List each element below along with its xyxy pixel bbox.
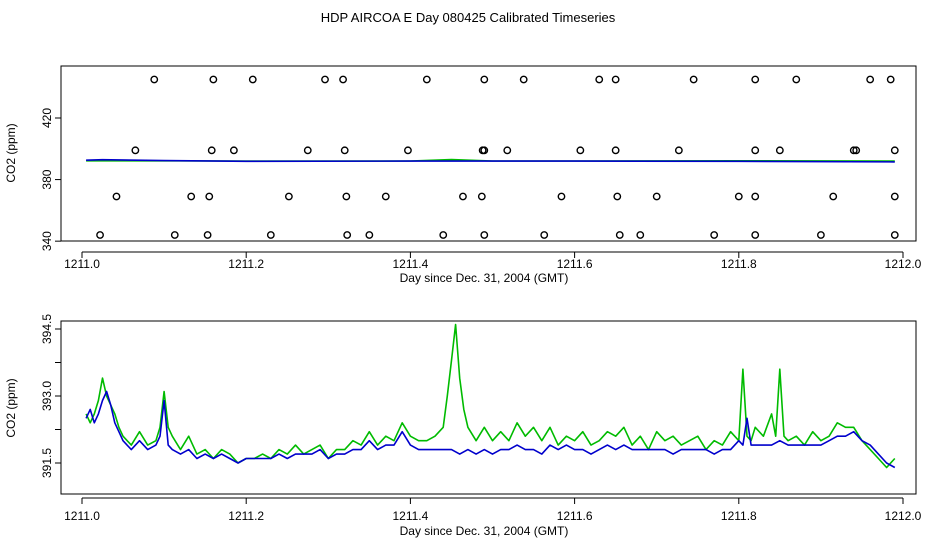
co2-data-point bbox=[343, 231, 352, 239]
co2-data-point bbox=[339, 75, 347, 84]
bottom-y-tick-label: 393.0 bbox=[40, 381, 54, 411]
bottom-x-axis: 1211.0 1211.2 1211.4 1211.6 1211.8 1212.0 bbox=[64, 497, 922, 523]
co2-data-point bbox=[817, 231, 825, 239]
top-series-blue-line bbox=[86, 158, 895, 163]
co2-data-point bbox=[689, 75, 698, 84]
top-markers bbox=[96, 75, 899, 239]
co2-data-point bbox=[365, 231, 374, 239]
co2-data-point bbox=[734, 192, 743, 201]
co2-data-point bbox=[477, 192, 486, 201]
co2-data-point bbox=[595, 75, 604, 84]
co2-data-point bbox=[150, 75, 159, 84]
co2-data-point bbox=[96, 231, 104, 239]
co2-data-point bbox=[751, 146, 760, 155]
top-x-tick-label: 1211.8 bbox=[721, 257, 757, 271]
co2-data-point bbox=[890, 192, 899, 201]
co2-data-point bbox=[613, 192, 622, 201]
bottom-x-axis-label: Day since Dec. 31, 2004 (GMT) bbox=[400, 524, 569, 538]
co2-data-point bbox=[303, 146, 312, 155]
co2-data-point bbox=[404, 146, 412, 155]
co2-data-point bbox=[674, 146, 683, 155]
co2-data-point bbox=[342, 192, 351, 201]
co2-data-point bbox=[751, 192, 760, 201]
co2-data-point bbox=[266, 231, 275, 239]
top-x-tick-label: 1211.2 bbox=[228, 257, 264, 271]
top-chart: 1211.0 1211.2 1211.4 1211.6 1211.8 1212.0 340… bbox=[4, 65, 922, 285]
bottom-series bbox=[85, 323, 896, 469]
top-x-tick-label: 1212.0 bbox=[885, 257, 922, 271]
top-series bbox=[86, 158, 895, 163]
top-y-tick-label: 340 bbox=[40, 231, 54, 251]
co2-data-point bbox=[576, 146, 585, 155]
co2-data-point bbox=[131, 146, 140, 155]
top-x-axis: 1211.0 1211.2 1211.4 1211.6 1211.8 1212.0 bbox=[64, 251, 922, 271]
co2-data-point bbox=[248, 75, 257, 84]
co2-data-point bbox=[422, 75, 431, 84]
co2-data-point bbox=[480, 231, 489, 239]
bottom-x-tick-label: 1211.6 bbox=[557, 509, 593, 523]
bottom-x-tick-label: 1212.0 bbox=[885, 509, 922, 523]
top-x-tick-label: 1211.4 bbox=[392, 257, 428, 271]
co2-data-point bbox=[170, 231, 179, 239]
bottom-x-tick-label: 1211.0 bbox=[64, 509, 100, 523]
bottom-y-tick-label: 391.5 bbox=[40, 448, 54, 478]
co2-data-point bbox=[340, 146, 349, 155]
co2-data-point bbox=[751, 75, 760, 84]
bottom-y-axis-label: CO2 (ppm) bbox=[4, 378, 18, 437]
co2-data-point bbox=[611, 146, 620, 155]
co2-data-point bbox=[849, 146, 858, 155]
co2-data-point bbox=[203, 231, 212, 239]
co2-data-point bbox=[480, 75, 489, 84]
co2-data-point bbox=[209, 75, 218, 84]
co2-data-point bbox=[852, 146, 861, 155]
co2-data-point bbox=[439, 231, 448, 239]
co2-data-point bbox=[207, 146, 216, 155]
co2-data-point bbox=[112, 192, 121, 201]
bottom-x-tick-label: 1211.4 bbox=[392, 509, 428, 523]
top-y-axis: 340 380 420 bbox=[40, 108, 62, 251]
top-x-tick-label: 1211.6 bbox=[557, 257, 593, 271]
co2-data-point bbox=[792, 75, 801, 84]
bottom-x-tick-label: 1211.8 bbox=[721, 509, 757, 523]
top-y-tick-label: 420 bbox=[40, 108, 54, 128]
co2-data-point bbox=[710, 231, 719, 239]
co2-data-point bbox=[611, 75, 620, 84]
co2-data-point bbox=[886, 75, 895, 84]
top-y-tick-label: 380 bbox=[40, 169, 54, 189]
bottom-plot-frame bbox=[60, 320, 917, 495]
bottom-series-blue-line bbox=[85, 390, 896, 469]
co2-data-point bbox=[187, 192, 196, 201]
co2-data-point bbox=[381, 192, 390, 201]
co2-data-point bbox=[205, 192, 214, 201]
co2-data-point bbox=[775, 146, 784, 155]
co2-data-point bbox=[284, 192, 293, 201]
top-plot-frame bbox=[60, 65, 917, 242]
co2-data-point bbox=[652, 192, 661, 201]
bottom-series-green-line bbox=[85, 323, 896, 469]
co2-data-point bbox=[751, 231, 760, 239]
co2-data-point bbox=[890, 146, 899, 155]
co2-data-point bbox=[829, 192, 838, 201]
co2-data-point bbox=[229, 146, 238, 155]
co2-data-point bbox=[459, 192, 467, 201]
figure-title: HDP AIRCOA E Day 080425 Calibrated Times… bbox=[321, 10, 616, 25]
co2-data-point bbox=[480, 146, 489, 155]
bottom-y-axis: 391.5 393.0 394.5 bbox=[40, 314, 62, 478]
co2-data-point bbox=[503, 146, 512, 155]
co2-data-point bbox=[866, 75, 875, 84]
top-y-axis-label: CO2 (ppm) bbox=[4, 123, 18, 182]
co2-data-point bbox=[321, 75, 329, 84]
bottom-x-tick-label: 1211.2 bbox=[228, 509, 264, 523]
co2-data-point bbox=[636, 231, 645, 239]
co2-data-point bbox=[540, 231, 549, 239]
co2-data-point bbox=[519, 75, 528, 84]
co2-data-point bbox=[615, 231, 624, 239]
co2-data-point bbox=[557, 192, 566, 201]
bottom-y-tick-label: 394.5 bbox=[40, 314, 54, 344]
top-x-tick-label: 1211.0 bbox=[64, 257, 100, 271]
top-x-axis-label: Day since Dec. 31, 2004 (GMT) bbox=[400, 271, 569, 285]
co2-data-point bbox=[890, 231, 899, 239]
bottom-chart: 1211.0 1211.2 1211.4 1211.6 1211.8 1212.0 391… bbox=[4, 314, 922, 538]
